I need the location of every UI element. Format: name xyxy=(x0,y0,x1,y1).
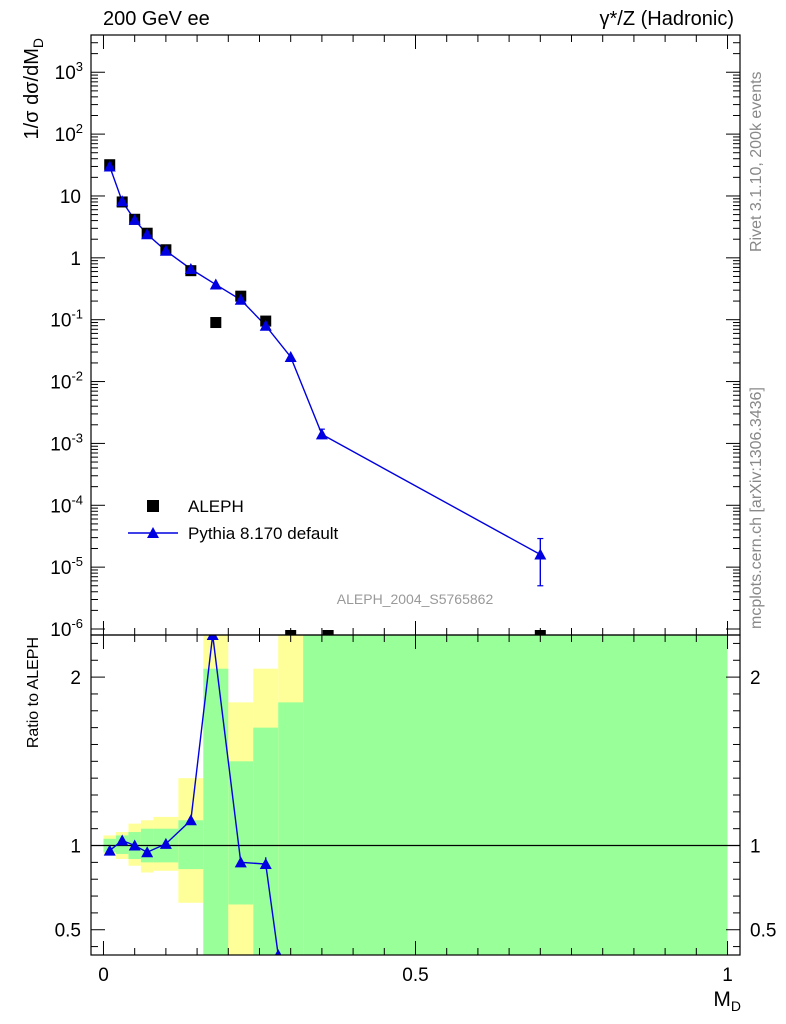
stat-uncertainty-band-8 xyxy=(253,727,279,955)
mc-point-11 xyxy=(534,548,547,560)
mc-point-3 xyxy=(141,228,154,240)
ratio-mc-point-7 xyxy=(234,856,247,868)
mc-point-4 xyxy=(159,244,172,256)
y-tick-label: 10-4 xyxy=(50,492,83,517)
ratio-y-tick-label-right: 0.5 xyxy=(750,921,776,942)
y-tick-label: 10-2 xyxy=(50,369,83,394)
y-tick-label: 102 xyxy=(55,121,83,146)
y-tick-label: 1 xyxy=(70,249,81,270)
x-tick-label: 1 xyxy=(722,965,733,986)
x-tick-label: 0 xyxy=(98,965,109,986)
mc-point-0 xyxy=(103,160,116,172)
ratio-mc-point-3 xyxy=(141,846,154,858)
y-tick-label: 10-6 xyxy=(50,616,83,641)
legend-mc-label: Pythia 8.170 default xyxy=(188,524,339,543)
offscale-marker-1 xyxy=(322,630,334,635)
ratio-y-axis-title: Ratio to ALEPH xyxy=(25,637,42,748)
mc-point-6 xyxy=(209,278,222,290)
y-tick-label: 10-1 xyxy=(50,307,83,332)
ratio-mc-point-5 xyxy=(184,814,197,826)
ratio-mc-point-1 xyxy=(116,834,129,846)
right-title: γ*/Z (Hadronic) xyxy=(599,8,734,30)
ratio-mc-point-4 xyxy=(159,837,172,849)
stat-uncertainty-band-9 xyxy=(278,702,304,955)
ratio-mc-point-9 xyxy=(274,949,282,955)
ratio-mc-line xyxy=(109,635,279,955)
ratio-y-tick-label-left: 0.5 xyxy=(55,921,81,942)
mc-point-5 xyxy=(184,262,197,274)
main-frame xyxy=(90,34,741,636)
ratio-y-tick-label-right: 2 xyxy=(750,668,761,689)
mc-point-2 xyxy=(128,213,141,225)
analysis-label: ALEPH_2004_S5765862 xyxy=(337,591,494,607)
stat-uncertainty-band-10 xyxy=(303,635,728,955)
ratio-mc-point-2 xyxy=(128,839,141,851)
data-point-6 xyxy=(210,317,222,329)
stat-uncertainty-band-6 xyxy=(203,668,229,955)
y-tick-label: 10-5 xyxy=(50,554,83,579)
ratio-y-tick-label-left: 2 xyxy=(70,668,81,689)
legend-data-label: ALEPH xyxy=(188,497,244,516)
legend-data-marker xyxy=(147,500,159,512)
mcplots-side-label: mcplots.cern.ch [arXiv:1306.3436] xyxy=(748,387,765,629)
main-y-axis-title: 1/σ dσ/dMD xyxy=(21,38,46,140)
mc-point-1 xyxy=(116,195,129,207)
mc-point-7 xyxy=(234,293,247,305)
y-tick-label: 103 xyxy=(55,59,83,84)
mc-point-8 xyxy=(259,319,272,331)
y-tick-label: 10-3 xyxy=(50,430,83,455)
ratio-mc-point-6 xyxy=(206,635,219,640)
ratio-mc-point-0 xyxy=(103,844,116,856)
ratio-y-tick-label-left: 1 xyxy=(70,837,81,858)
band-gap-0 xyxy=(228,904,254,955)
y-tick-label: 10 xyxy=(60,187,81,208)
x-axis-title: MD xyxy=(713,988,741,1014)
x-tick-label: 0.5 xyxy=(402,965,428,986)
mc-point-9 xyxy=(284,350,297,362)
rivet-side-label: Rivet 3.1.10, 200k events xyxy=(748,71,765,252)
left-title: 200 GeV ee xyxy=(103,8,210,30)
mc-point-10 xyxy=(315,428,328,440)
mc-line xyxy=(109,166,541,556)
ratio-y-tick-label-right: 1 xyxy=(750,837,761,858)
legend-mc-marker xyxy=(147,527,159,538)
